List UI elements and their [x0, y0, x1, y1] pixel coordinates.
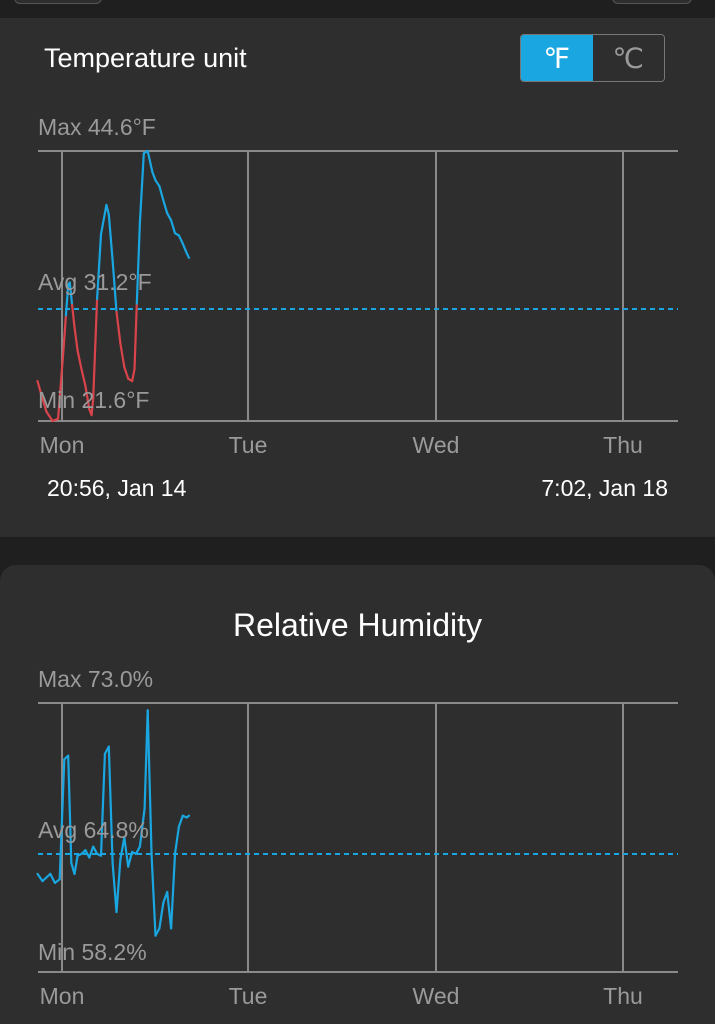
- humidity-line-segment: [67, 754, 73, 864]
- hum-day-tue: Tue: [228, 983, 268, 1009]
- hum-day-wed: Wed: [412, 983, 460, 1009]
- humidity-line-segment: [146, 709, 153, 857]
- temperature-line-segment: [73, 326, 79, 352]
- humidity-line-segment: [173, 825, 180, 855]
- celsius-option[interactable]: ℃: [592, 35, 664, 81]
- hum-avg-label: Avg 64.8%: [38, 817, 149, 843]
- range-end-time: 7:02, Jan 18: [541, 475, 668, 501]
- temperature-line-segment: [36, 380, 44, 400]
- temperature-line-segment: [64, 283, 70, 317]
- humidity-line-segment: [134, 845, 141, 855]
- humidity-line-segment: [111, 861, 118, 914]
- temperature-line-segment: [181, 242, 188, 255]
- humidity-line-segment: [107, 745, 114, 864]
- humidity-line-segment: [170, 852, 177, 930]
- humidity-line-segment: [119, 836, 126, 861]
- hum-max-label: Max 73.0%: [38, 666, 154, 692]
- humidity-series: [36, 709, 191, 937]
- temp-day-thu: Thu: [603, 432, 643, 458]
- humidity-line-segment: [88, 845, 95, 859]
- humidity-line-segment: [185, 814, 191, 819]
- temperature-series: [36, 149, 191, 423]
- temperature-line-segment: [115, 310, 122, 345]
- humidity-line-segment: [49, 872, 57, 884]
- temperature-line-segment: [123, 365, 130, 380]
- temperature-line-segment: [80, 368, 87, 387]
- temperature-chart: [36, 149, 678, 423]
- temperature-line-segment: [154, 179, 161, 188]
- temperature-line-segment: [105, 203, 110, 216]
- humidity-line-segment: [36, 872, 44, 883]
- temp-min-label: Min 21.6°F: [38, 387, 150, 413]
- temperature-line-segment: [45, 410, 54, 423]
- temperature-card: Temperature unit ℉ ℃ Max 44.6°F Avg 31.2…: [0, 18, 715, 537]
- temperature-line-segment: [166, 212, 173, 222]
- temperature-line-segment: [119, 342, 126, 369]
- humidity-line-segment: [158, 901, 165, 930]
- temperature-line-segment: [151, 171, 157, 182]
- temperature-line-segment: [68, 281, 74, 306]
- temp-avg-label: Avg 31.2°F: [38, 269, 152, 295]
- humidity-chart: [36, 702, 678, 973]
- hum-day-mon: Mon: [39, 983, 85, 1009]
- temperature-line-segment: [62, 314, 68, 350]
- humidity-line-segment: [58, 758, 66, 881]
- temperature-line-segment: [99, 203, 108, 236]
- humidity-line-segment: [177, 814, 184, 828]
- temperature-line-segment: [76, 349, 83, 371]
- hum-min-label: Min 58.2%: [38, 939, 147, 965]
- humidity-line-segment: [127, 850, 134, 868]
- humidity-line-segment: [123, 836, 130, 868]
- temperature-line-segment: [170, 219, 177, 235]
- humidity-line-segment: [99, 752, 107, 857]
- range-start-time: 20:56, Jan 14: [47, 475, 187, 501]
- temperature-line-segment: [92, 297, 99, 400]
- humidity-line-segment: [154, 927, 161, 937]
- humidity-line-segment: [115, 858, 122, 914]
- top-left-button-edge[interactable]: [14, 0, 102, 4]
- temperature-line-segment: [146, 149, 154, 174]
- temperature-line-segment: [131, 368, 136, 383]
- temperature-unit-title: Temperature unit: [44, 43, 247, 73]
- humidity-line-segment: [73, 854, 79, 875]
- temperature-line-segment: [84, 384, 91, 411]
- humidity-line-segment: [92, 845, 99, 855]
- humidity-line-segment: [150, 854, 157, 937]
- humidity-title: Relative Humidity: [233, 607, 482, 643]
- temperature-line-segment: [185, 252, 191, 259]
- temperature-line-segment: [70, 303, 76, 329]
- temperature-unit-toggle[interactable]: ℉ ℃: [520, 34, 665, 82]
- temp-day-mon: Mon: [39, 432, 85, 458]
- temperature-line-segment: [158, 185, 165, 202]
- temp-day-tue: Tue: [228, 432, 268, 458]
- temp-day-wed: Wed: [412, 432, 460, 458]
- fahrenheit-option[interactable]: ℉: [521, 35, 593, 81]
- temperature-line-segment: [90, 397, 95, 417]
- temp-max-label: Max 44.6°F: [38, 114, 156, 140]
- humidity-card: Relative Humidity Max 73.0% Avg 64.8% Mi…: [0, 565, 715, 1024]
- temperature-line-segment: [133, 302, 138, 371]
- hum-day-thu: Thu: [603, 983, 643, 1009]
- top-strip: [0, 0, 715, 18]
- temperature-line-segment: [138, 152, 145, 224]
- temperature-line-segment: [95, 233, 103, 300]
- temperature-line-segment: [41, 397, 48, 413]
- humidity-line-segment: [138, 807, 146, 848]
- temperature-line-segment: [162, 199, 169, 215]
- temperature-line-segment: [111, 259, 118, 313]
- top-right-button-edge[interactable]: [612, 0, 692, 4]
- temperature-line-segment: [56, 347, 65, 420]
- temperature-line-segment: [177, 234, 184, 245]
- temperature-line-segment: [107, 213, 114, 262]
- temperature-line-segment: [135, 221, 141, 305]
